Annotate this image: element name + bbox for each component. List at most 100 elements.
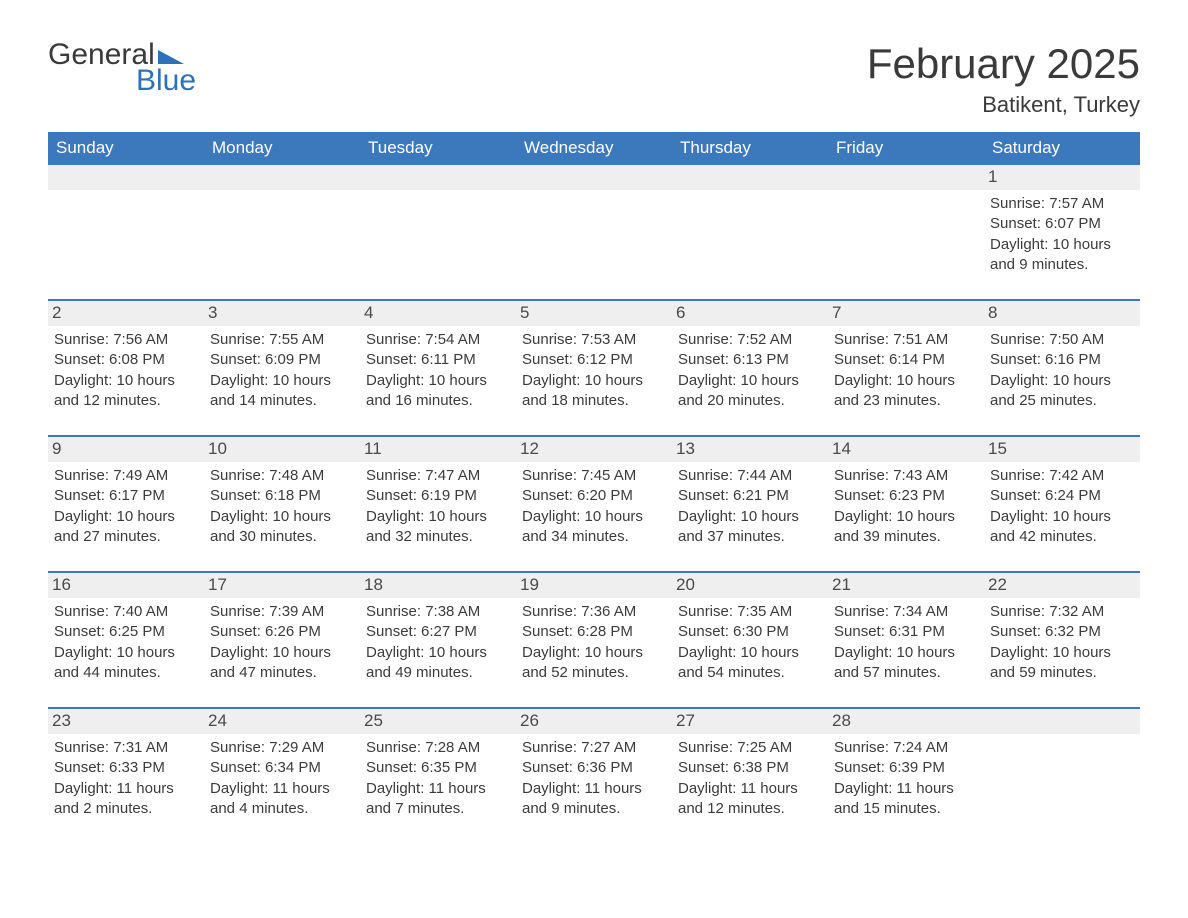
day-detail: Sunrise: 7:45 AMSunset: 6:20 PMDaylight:…	[522, 466, 666, 547]
day-detail: Sunrise: 7:55 AMSunset: 6:09 PMDaylight:…	[210, 330, 354, 411]
sunset-text: Sunset: 6:16 PM	[990, 350, 1134, 370]
calendar-week: 2 Sunrise: 7:56 AMSunset: 6:08 PMDaylight…	[48, 299, 1140, 417]
sunrise-text: Sunrise: 7:55 AM	[210, 330, 354, 350]
sunset-text: Sunset: 6:12 PM	[522, 350, 666, 370]
calendar-day: 11Sunrise: 7:47 AMSunset: 6:19 PMDayligh…	[360, 437, 516, 553]
day-detail: Sunrise: 7:50 AMSunset: 6:16 PMDaylight:…	[990, 330, 1134, 411]
day-number: 13	[672, 437, 828, 462]
day-number: 7	[828, 301, 984, 326]
sunset-text: Sunset: 6:35 PM	[366, 758, 510, 778]
calendar-day: 27 Sunrise: 7:25 AMSunset: 6:38 PMDayligh…	[672, 709, 828, 825]
calendar-day: 12Sunrise: 7:45 AMSunset: 6:20 PMDayligh…	[516, 437, 672, 553]
sunset-text: Sunset: 6:14 PM	[834, 350, 978, 370]
sunrise-text: Sunrise: 7:53 AM	[522, 330, 666, 350]
day-detail: Sunrise: 7:40 AMSunset: 6:25 PMDaylight:…	[54, 602, 198, 683]
daylight-text: Daylight: 10 hours and 57 minutes.	[834, 643, 978, 684]
day-number: 4	[360, 301, 516, 326]
calendar: Sunday Monday Tuesday Wednesday Thursday…	[48, 132, 1140, 825]
calendar-day: 21 Sunrise: 7:34 AMSunset: 6:31 PMDayligh…	[828, 573, 984, 689]
day-detail: Sunrise: 7:44 AMSunset: 6:21 PMDaylight:…	[678, 466, 822, 547]
day-number: 9	[48, 437, 204, 462]
calendar-day: 19Sunrise: 7:36 AMSunset: 6:28 PMDayligh…	[516, 573, 672, 689]
day-number: 10	[204, 437, 360, 462]
daylight-text: Daylight: 10 hours and 37 minutes.	[678, 507, 822, 548]
calendar-day	[360, 165, 516, 281]
day-number	[516, 165, 672, 190]
daylight-text: Daylight: 10 hours and 30 minutes.	[210, 507, 354, 548]
page-title: February 2025	[867, 40, 1140, 88]
day-number: 5	[516, 301, 672, 326]
daylight-text: Daylight: 10 hours and 32 minutes.	[366, 507, 510, 548]
sunset-text: Sunset: 6:21 PM	[678, 486, 822, 506]
day-detail: Sunrise: 7:39 AMSunset: 6:26 PMDaylight:…	[210, 602, 354, 683]
sunrise-text: Sunrise: 7:32 AM	[990, 602, 1134, 622]
day-number: 15	[984, 437, 1140, 462]
dow-monday: Monday	[204, 132, 360, 165]
day-detail: Sunrise: 7:27 AMSunset: 6:36 PMDaylight:…	[522, 738, 666, 819]
calendar-day: 25Sunrise: 7:28 AMSunset: 6:35 PMDayligh…	[360, 709, 516, 825]
sunset-text: Sunset: 6:28 PM	[522, 622, 666, 642]
day-number: 18	[360, 573, 516, 598]
daylight-text: Daylight: 10 hours and 14 minutes.	[210, 371, 354, 412]
sunset-text: Sunset: 6:13 PM	[678, 350, 822, 370]
day-detail: Sunrise: 7:34 AMSunset: 6:31 PMDaylight:…	[834, 602, 978, 683]
day-number: 16	[48, 573, 204, 598]
sunrise-text: Sunrise: 7:50 AM	[990, 330, 1134, 350]
brand-triangle-icon	[158, 50, 184, 64]
calendar-week: 9 Sunrise: 7:49 AMSunset: 6:17 PMDaylight…	[48, 435, 1140, 553]
daylight-text: Daylight: 10 hours and 47 minutes.	[210, 643, 354, 684]
day-detail: Sunrise: 7:49 AMSunset: 6:17 PMDaylight:…	[54, 466, 198, 547]
day-detail: Sunrise: 7:56 AMSunset: 6:08 PMDaylight:…	[54, 330, 198, 411]
day-number: 6	[672, 301, 828, 326]
day-number: 22	[984, 573, 1140, 598]
day-number	[48, 165, 204, 190]
daylight-text: Daylight: 10 hours and 34 minutes.	[522, 507, 666, 548]
daylight-text: Daylight: 10 hours and 54 minutes.	[678, 643, 822, 684]
calendar-day: 3 Sunrise: 7:55 AMSunset: 6:09 PMDaylight…	[204, 301, 360, 417]
day-number: 27	[672, 709, 828, 734]
daylight-text: Daylight: 11 hours and 2 minutes.	[54, 779, 198, 820]
sunset-text: Sunset: 6:30 PM	[678, 622, 822, 642]
day-number: 1	[984, 165, 1140, 190]
day-detail: Sunrise: 7:25 AMSunset: 6:38 PMDaylight:…	[678, 738, 822, 819]
sunrise-text: Sunrise: 7:38 AM	[366, 602, 510, 622]
daylight-text: Daylight: 11 hours and 4 minutes.	[210, 779, 354, 820]
header: General Blue February 2025 Batikent, Tur…	[48, 40, 1140, 118]
calendar-day: 1Sunrise: 7:57 AMSunset: 6:07 PMDaylight…	[984, 165, 1140, 281]
daylight-text: Daylight: 10 hours and 9 minutes.	[990, 235, 1134, 276]
sunrise-text: Sunrise: 7:31 AM	[54, 738, 198, 758]
daylight-text: Daylight: 10 hours and 16 minutes.	[366, 371, 510, 412]
sunset-text: Sunset: 6:38 PM	[678, 758, 822, 778]
day-detail: Sunrise: 7:28 AMSunset: 6:35 PMDaylight:…	[366, 738, 510, 819]
brand-word-2: Blue	[136, 66, 196, 96]
calendar-day: 2 Sunrise: 7:56 AMSunset: 6:08 PMDaylight…	[48, 301, 204, 417]
day-detail: Sunrise: 7:42 AMSunset: 6:24 PMDaylight:…	[990, 466, 1134, 547]
daylight-text: Daylight: 10 hours and 12 minutes.	[54, 371, 198, 412]
sunrise-text: Sunrise: 7:57 AM	[990, 194, 1134, 214]
sunrise-text: Sunrise: 7:25 AM	[678, 738, 822, 758]
sunset-text: Sunset: 6:25 PM	[54, 622, 198, 642]
sunset-text: Sunset: 6:18 PM	[210, 486, 354, 506]
dow-friday: Friday	[828, 132, 984, 165]
sunrise-text: Sunrise: 7:54 AM	[366, 330, 510, 350]
sunrise-text: Sunrise: 7:47 AM	[366, 466, 510, 486]
calendar-day	[828, 165, 984, 281]
sunrise-text: Sunrise: 7:51 AM	[834, 330, 978, 350]
location-label: Batikent, Turkey	[867, 92, 1140, 118]
calendar-day: 5Sunrise: 7:53 AMSunset: 6:12 PMDaylight…	[516, 301, 672, 417]
daylight-text: Daylight: 11 hours and 15 minutes.	[834, 779, 978, 820]
day-number: 2	[48, 301, 204, 326]
day-number: 21	[828, 573, 984, 598]
sunrise-text: Sunrise: 7:44 AM	[678, 466, 822, 486]
daylight-text: Daylight: 10 hours and 49 minutes.	[366, 643, 510, 684]
day-detail: Sunrise: 7:48 AMSunset: 6:18 PMDaylight:…	[210, 466, 354, 547]
calendar-day: 14Sunrise: 7:43 AMSunset: 6:23 PMDayligh…	[828, 437, 984, 553]
daylight-text: Daylight: 10 hours and 25 minutes.	[990, 371, 1134, 412]
day-detail: Sunrise: 7:52 AMSunset: 6:13 PMDaylight:…	[678, 330, 822, 411]
day-number: 3	[204, 301, 360, 326]
daylight-text: Daylight: 10 hours and 52 minutes.	[522, 643, 666, 684]
calendar-day: 15 Sunrise: 7:42 AMSunset: 6:24 PMDayligh…	[984, 437, 1140, 553]
calendar-day: 10 Sunrise: 7:48 AMSunset: 6:18 PMDayligh…	[204, 437, 360, 553]
day-detail: Sunrise: 7:32 AMSunset: 6:32 PMDaylight:…	[990, 602, 1134, 683]
dow-wednesday: Wednesday	[516, 132, 672, 165]
